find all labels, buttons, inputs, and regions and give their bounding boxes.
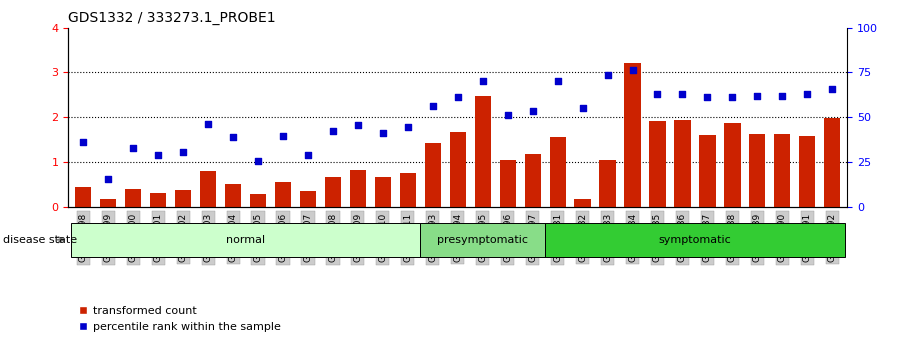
Point xyxy=(301,152,315,158)
Point xyxy=(200,121,215,127)
Bar xyxy=(499,160,516,207)
Point xyxy=(450,94,465,100)
Bar xyxy=(175,190,191,207)
Point xyxy=(276,134,291,139)
Bar xyxy=(575,199,590,207)
Point xyxy=(151,152,166,158)
Text: normal: normal xyxy=(226,235,265,245)
Bar xyxy=(150,193,167,207)
Point xyxy=(576,106,590,111)
Point xyxy=(825,87,840,92)
Point xyxy=(701,94,715,100)
Point xyxy=(500,112,515,118)
Point xyxy=(675,91,690,97)
Text: GDS1332 / 333273.1_PROBE1: GDS1332 / 333273.1_PROBE1 xyxy=(68,11,276,25)
Point xyxy=(176,149,190,155)
Point xyxy=(325,128,340,134)
Legend: transformed count, percentile rank within the sample: transformed count, percentile rank withi… xyxy=(74,302,285,336)
Point xyxy=(550,78,565,83)
Point xyxy=(351,122,365,128)
Point xyxy=(401,125,415,130)
Bar xyxy=(824,118,840,207)
Bar xyxy=(700,135,715,207)
Point xyxy=(625,67,640,73)
Point xyxy=(750,93,764,99)
Bar xyxy=(76,187,91,207)
Bar xyxy=(624,62,640,207)
Bar xyxy=(425,143,441,207)
Bar xyxy=(650,121,666,207)
Bar xyxy=(774,134,791,207)
Point xyxy=(76,139,90,145)
Point xyxy=(251,158,265,164)
Bar xyxy=(300,191,316,207)
Bar xyxy=(125,189,141,207)
Bar xyxy=(724,123,741,207)
Bar xyxy=(325,177,341,207)
Point xyxy=(476,79,490,84)
Text: symptomatic: symptomatic xyxy=(659,235,732,245)
Point xyxy=(650,91,665,97)
Bar xyxy=(400,173,416,207)
Point xyxy=(775,93,790,99)
Bar xyxy=(350,170,366,207)
Text: disease state: disease state xyxy=(3,235,77,245)
Bar xyxy=(225,184,241,207)
Bar xyxy=(71,223,420,257)
Point xyxy=(800,91,814,97)
Bar xyxy=(599,160,616,207)
Point xyxy=(226,135,241,140)
Bar xyxy=(420,223,545,257)
Bar xyxy=(475,96,491,207)
Text: presymptomatic: presymptomatic xyxy=(437,235,528,245)
Point xyxy=(425,103,440,109)
Point xyxy=(101,176,116,182)
Bar xyxy=(250,195,266,207)
Bar xyxy=(450,132,466,207)
Point xyxy=(600,72,615,78)
Bar xyxy=(545,223,844,257)
Bar xyxy=(799,136,815,207)
Bar xyxy=(275,182,292,207)
Bar xyxy=(374,177,391,207)
Bar xyxy=(100,199,117,207)
Bar xyxy=(549,137,566,207)
Point xyxy=(526,108,540,113)
Point xyxy=(725,94,740,100)
Point xyxy=(126,145,140,150)
Point xyxy=(375,130,390,136)
Bar xyxy=(525,154,541,207)
Bar xyxy=(749,134,765,207)
Bar xyxy=(200,171,216,207)
Bar xyxy=(674,119,691,207)
